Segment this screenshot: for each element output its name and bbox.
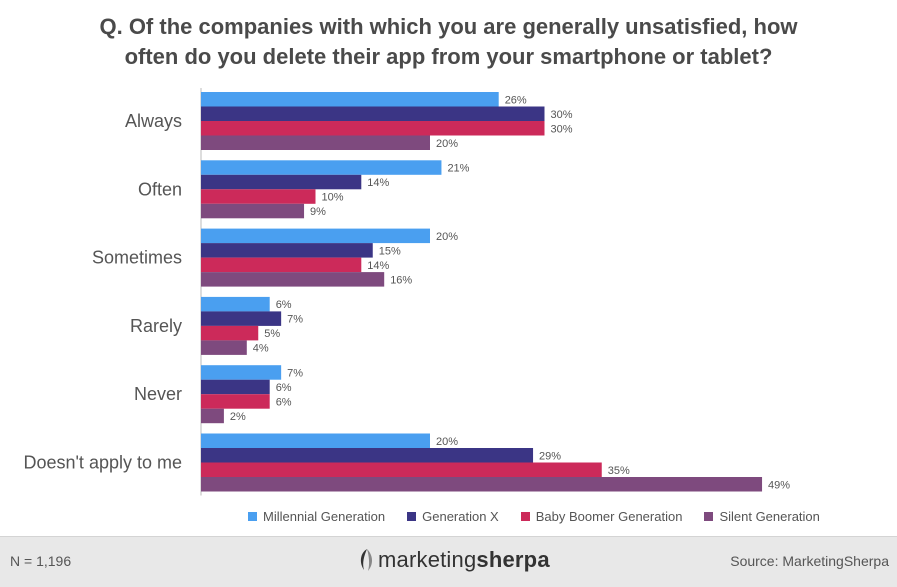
bar-chart: Always 26% 30% 30% 20% Often 21% 14% 10% 9% Someti… — [23, 88, 790, 496]
value-label-often-silent-generation: 9% — [310, 206, 326, 218]
category-label-always: Always — [125, 111, 182, 131]
value-label-always-silent-generation: 20% — [436, 138, 458, 150]
value-label-never-millennial-generation: 7% — [287, 367, 303, 379]
value-label-doesn-t-apply-to-me-silent-generation: 49% — [768, 479, 790, 491]
legend-item-baby-boomer-generation: Baby Boomer Generation — [520, 509, 683, 524]
logo-mark-icon — [360, 549, 373, 571]
chart-title-line-2: often do you delete their app from your … — [124, 44, 773, 69]
value-label-always-generation-x: 30% — [551, 109, 573, 121]
bar-sometimes-silent-generation — [201, 272, 385, 287]
legend-label-baby-boomer-generation: Baby Boomer Generation — [535, 509, 683, 524]
chart-title: Q. Of the companies with which you are g… — [0, 12, 897, 72]
value-label-doesn-t-apply-to-me-millennial-generation: 20% — [436, 436, 458, 448]
bar-rarely-silent-generation — [201, 340, 247, 355]
bar-never-baby-boomer-generation — [201, 394, 270, 409]
bar-always-baby-boomer-generation — [201, 121, 545, 136]
legend-label-millennial-generation: Millennial Generation — [263, 509, 386, 524]
value-label-always-millennial-generation: 26% — [505, 94, 527, 106]
legend-swatch-generation-x — [407, 512, 417, 521]
bar-always-generation-x — [201, 106, 545, 121]
category-label-sometimes: Sometimes — [92, 248, 182, 268]
bar-often-generation-x — [201, 174, 362, 190]
category-label-often: Often — [138, 179, 182, 199]
bar-never-millennial-generation — [201, 365, 282, 380]
footer-bar: N = 1,196 marketingsherpa Source: Market… — [0, 536, 897, 587]
value-label-rarely-silent-generation: 4% — [253, 343, 269, 355]
bar-doesn-t-apply-to-me-baby-boomer-generation — [201, 462, 602, 477]
logo-text-marketing: marketing — [378, 547, 477, 572]
legend-label-silent-generation: Silent Generation — [719, 509, 820, 524]
value-label-often-millennial-generation: 21% — [447, 163, 469, 175]
bar-never-generation-x — [201, 379, 270, 395]
bar-never-silent-generation — [201, 408, 224, 424]
source-note: Source: MarketingSherpa — [730, 553, 889, 569]
value-label-sometimes-millennial-generation: 20% — [436, 231, 458, 243]
value-label-never-silent-generation: 2% — [230, 411, 246, 423]
value-label-often-baby-boomer-generation: 10% — [322, 192, 344, 204]
bar-often-baby-boomer-generation — [201, 189, 316, 204]
chart-title-line-1: Q. Of the companies with which you are g… — [99, 14, 798, 39]
value-label-sometimes-baby-boomer-generation: 14% — [367, 260, 389, 272]
legend-swatch-baby-boomer-generation — [520, 512, 530, 521]
value-label-always-baby-boomer-generation: 30% — [551, 123, 573, 135]
value-label-never-baby-boomer-generation: 6% — [276, 396, 292, 408]
bar-rarely-millennial-generation — [201, 296, 270, 312]
bar-rarely-baby-boomer-generation — [201, 325, 259, 341]
value-label-doesn-t-apply-to-me-baby-boomer-generation: 35% — [608, 465, 630, 477]
value-label-sometimes-silent-generation: 16% — [390, 274, 412, 286]
bar-doesn-t-apply-to-me-millennial-generation — [201, 433, 430, 448]
value-label-rarely-millennial-generation: 6% — [276, 299, 292, 311]
legend-item-generation-x: Generation X — [407, 509, 499, 524]
legend-item-millennial-generation: Millennial Generation — [248, 509, 385, 524]
bar-always-millennial-generation — [201, 92, 499, 107]
legend-label-generation-x: Generation X — [422, 509, 499, 524]
value-label-rarely-generation-x: 7% — [287, 314, 303, 326]
bar-often-millennial-generation — [201, 160, 442, 175]
logo-text-sherpa: sherpa — [476, 547, 550, 572]
legend-swatch-silent-generation — [704, 512, 714, 521]
bar-often-silent-generation — [201, 203, 305, 219]
value-label-rarely-baby-boomer-generation: 5% — [264, 328, 280, 340]
marketingsherpa-logo: marketingsherpa — [356, 547, 550, 573]
chart-legend: Millennial Generation Generation X Baby Bo… — [248, 509, 820, 524]
sample-size: N = 1,196 — [10, 553, 72, 569]
value-label-never-generation-x: 6% — [276, 382, 292, 394]
category-label-rarely: Rarely — [130, 316, 182, 336]
bar-rarely-generation-x — [201, 311, 282, 326]
bar-sometimes-baby-boomer-generation — [201, 257, 362, 273]
bar-doesn-t-apply-to-me-silent-generation — [201, 477, 763, 492]
bar-always-silent-generation — [201, 135, 430, 150]
legend-item-silent-generation: Silent Generation — [704, 509, 820, 524]
value-label-doesn-t-apply-to-me-generation-x: 29% — [539, 450, 561, 462]
bar-sometimes-millennial-generation — [201, 228, 430, 244]
bar-doesn-t-apply-to-me-generation-x — [201, 448, 534, 463]
bar-sometimes-generation-x — [201, 243, 373, 258]
category-label-never: Never — [134, 384, 182, 404]
category-label-doesn-t-apply-to-me: Doesn't apply to me — [23, 453, 182, 473]
value-label-sometimes-generation-x: 15% — [379, 245, 401, 257]
value-label-often-generation-x: 14% — [367, 177, 389, 189]
legend-swatch-millennial-generation — [248, 512, 257, 521]
